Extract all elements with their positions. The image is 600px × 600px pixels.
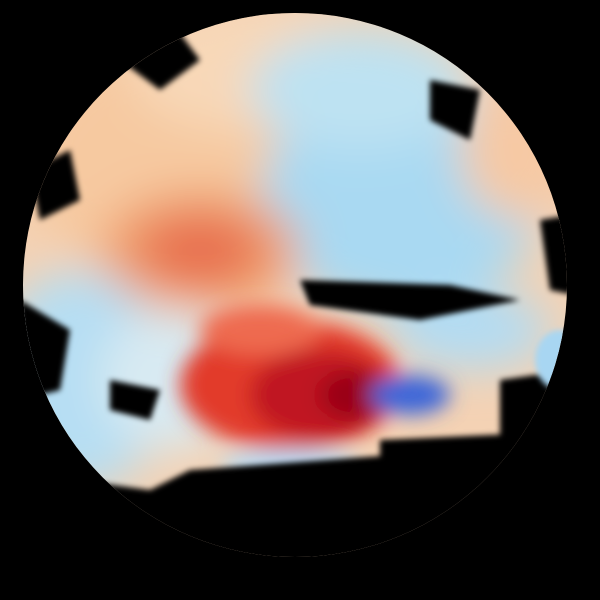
strong-core xyxy=(180,305,450,519)
